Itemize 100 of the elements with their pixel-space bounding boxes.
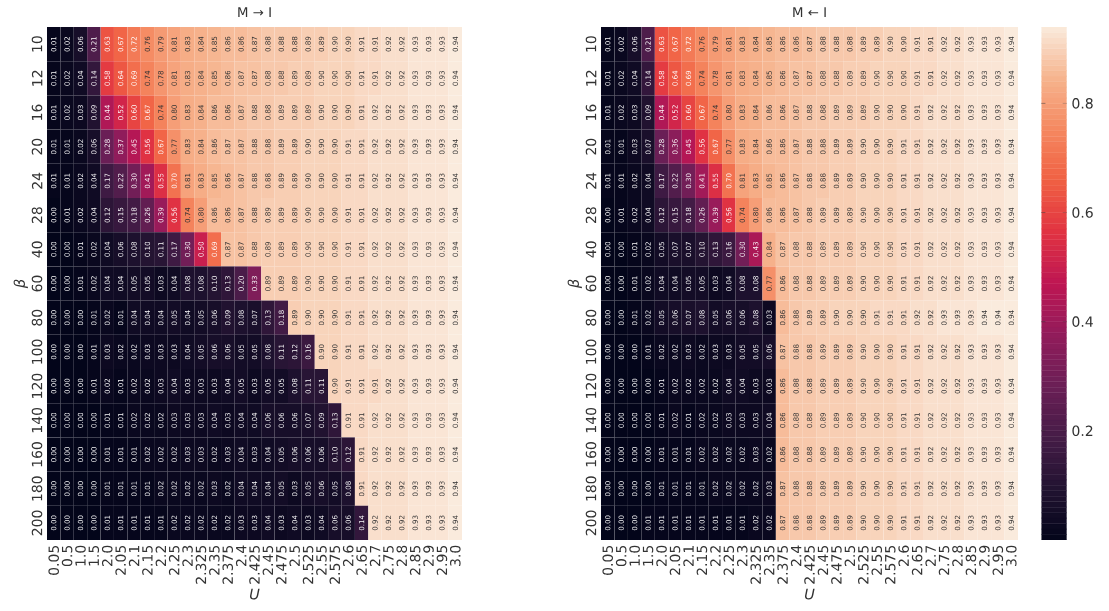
y-tick-label: 140 bbox=[31, 407, 43, 433]
x-tick-label: 3.0 bbox=[450, 545, 461, 566]
x-tick-label: 1.5 bbox=[88, 545, 100, 566]
x-tick-label: 2.75 bbox=[938, 545, 950, 575]
x-tick-label: 1.0 bbox=[629, 545, 640, 566]
x-tick-label: 2.1 bbox=[128, 546, 140, 566]
x-tick-label: 2.4 bbox=[235, 545, 247, 566]
x-tick-label: 2.2 bbox=[710, 546, 721, 566]
y-tick-label: 60 bbox=[585, 275, 597, 292]
x-tick-label: 2.325 bbox=[750, 545, 761, 584]
y-tick-label: 28 bbox=[31, 207, 43, 223]
x-tick-label: 0.5 bbox=[61, 545, 73, 567]
x-tick-label: 2.425 bbox=[804, 545, 815, 584]
x-tick-label: 2.325 bbox=[195, 545, 207, 584]
color-bar-label: 0.2 bbox=[1072, 425, 1093, 437]
x-tick-label: 2.05 bbox=[669, 545, 681, 575]
x-tick-label: 2.525 bbox=[858, 545, 869, 584]
y-tick-label: 80 bbox=[31, 309, 43, 326]
y-tick-label: 160 bbox=[585, 442, 597, 467]
x-tick-label: 2.3 bbox=[182, 545, 193, 566]
color-bar-label: 0.4 bbox=[1072, 316, 1093, 327]
y-tick-label: 28 bbox=[585, 207, 597, 223]
x-tick-label: 2.45 bbox=[262, 545, 274, 575]
x-tick-label: 2.0 bbox=[101, 545, 113, 566]
x-tick-label: 2.55 bbox=[316, 545, 327, 575]
x-tick-label: 2.6 bbox=[898, 545, 909, 566]
y-tick-label: 12 bbox=[31, 70, 43, 86]
y-tick-label: 120 bbox=[31, 373, 43, 398]
x-tick-label: 2.85 bbox=[965, 545, 977, 575]
x-tick-label: 2.65 bbox=[911, 545, 923, 575]
y-axis-title: β bbox=[567, 279, 582, 289]
y-tick-label: 100 bbox=[585, 339, 597, 364]
y-tick-label: 24 bbox=[31, 172, 43, 189]
chart-title: M → I bbox=[238, 7, 271, 17]
x-tick-label: 2.5 bbox=[844, 545, 856, 566]
x-tick-label: 2.425 bbox=[249, 545, 260, 584]
x-tick-label: 2.2 bbox=[155, 546, 166, 566]
x-tick-label: 2.575 bbox=[329, 545, 341, 584]
x-tick-label: 2.6 bbox=[342, 545, 354, 566]
x-tick-label: 2.35 bbox=[763, 545, 775, 575]
y-tick-label: 16 bbox=[31, 104, 43, 120]
x-tick-label: 2.95 bbox=[436, 545, 448, 575]
y-tick-label: 40 bbox=[31, 241, 43, 258]
y-axis-title: β bbox=[13, 279, 28, 289]
x-tick-label: 2.15 bbox=[142, 545, 153, 575]
x-tick-label: 2.8 bbox=[952, 545, 963, 566]
y-tick-label: 160 bbox=[31, 442, 43, 467]
x-tick-label: 2.55 bbox=[871, 545, 883, 575]
x-tick-label: 2.25 bbox=[168, 545, 180, 575]
y-tick-label: 120 bbox=[585, 373, 597, 398]
y-tick-label: 180 bbox=[31, 476, 43, 501]
chart-title: M ← I bbox=[793, 7, 826, 17]
x-tick-label: 0.5 bbox=[615, 545, 627, 567]
x-tick-label: 2.05 bbox=[115, 545, 126, 575]
y-tick-label: 200 bbox=[31, 510, 43, 536]
x-axis-title: U bbox=[805, 588, 815, 600]
x-tick-label: 2.1 bbox=[683, 546, 694, 566]
x-tick-label: 2.35 bbox=[209, 545, 220, 575]
x-tick-label: 2.25 bbox=[723, 545, 735, 575]
y-tick-label: 140 bbox=[585, 407, 597, 433]
x-tick-label: 2.0 bbox=[656, 545, 667, 566]
y-tick-label: 16 bbox=[585, 104, 597, 120]
y-tick-label: 180 bbox=[585, 476, 597, 501]
x-tick-label: 1.0 bbox=[75, 545, 86, 566]
y-tick-label: 20 bbox=[585, 138, 597, 155]
x-tick-label: 2.375 bbox=[222, 545, 234, 584]
x-tick-label: 2.5 bbox=[289, 545, 300, 566]
x-tick-label: 3.0 bbox=[1005, 545, 1017, 566]
y-tick-label: 100 bbox=[31, 339, 43, 364]
x-tick-label: 2.95 bbox=[992, 545, 1004, 575]
y-tick-label: 24 bbox=[585, 172, 597, 189]
y-tick-label: 200 bbox=[585, 510, 597, 536]
x-tick-label: 2.575 bbox=[884, 545, 896, 584]
color-bar-label: 0.6 bbox=[1072, 207, 1093, 218]
x-tick-label: 2.45 bbox=[817, 545, 829, 575]
x-tick-label: 2.9 bbox=[423, 545, 434, 566]
x-tick-label: 2.75 bbox=[383, 545, 394, 575]
x-tick-label: 2.525 bbox=[302, 545, 314, 584]
x-tick-label: 0.05 bbox=[602, 545, 614, 575]
y-tick-label: 60 bbox=[31, 275, 43, 292]
y-tick-label: 80 bbox=[585, 309, 597, 326]
y-tick-label: 20 bbox=[31, 138, 43, 155]
y-tick-label: 10 bbox=[585, 36, 597, 52]
x-tick-label: 0.05 bbox=[48, 545, 59, 575]
x-tick-label: 2.475 bbox=[831, 545, 842, 584]
x-axis-title: U bbox=[250, 588, 260, 600]
color-bar-label: 0.8 bbox=[1072, 98, 1093, 109]
y-tick-label: 40 bbox=[585, 241, 597, 258]
x-tick-label: 2.475 bbox=[275, 545, 287, 584]
x-tick-label: 1.5 bbox=[642, 545, 654, 566]
x-tick-label: 2.8 bbox=[396, 545, 408, 566]
x-tick-label: 2.9 bbox=[979, 545, 990, 566]
x-tick-label: 2.65 bbox=[356, 545, 367, 575]
x-tick-label: 2.7 bbox=[925, 545, 936, 566]
y-tick-label: 12 bbox=[585, 70, 597, 86]
x-tick-label: 2.4 bbox=[790, 545, 802, 566]
x-tick-label: 2.15 bbox=[696, 545, 708, 575]
x-tick-label: 2.375 bbox=[777, 545, 788, 584]
y-tick-label: 10 bbox=[31, 36, 43, 52]
x-tick-label: 2.3 bbox=[736, 545, 748, 566]
